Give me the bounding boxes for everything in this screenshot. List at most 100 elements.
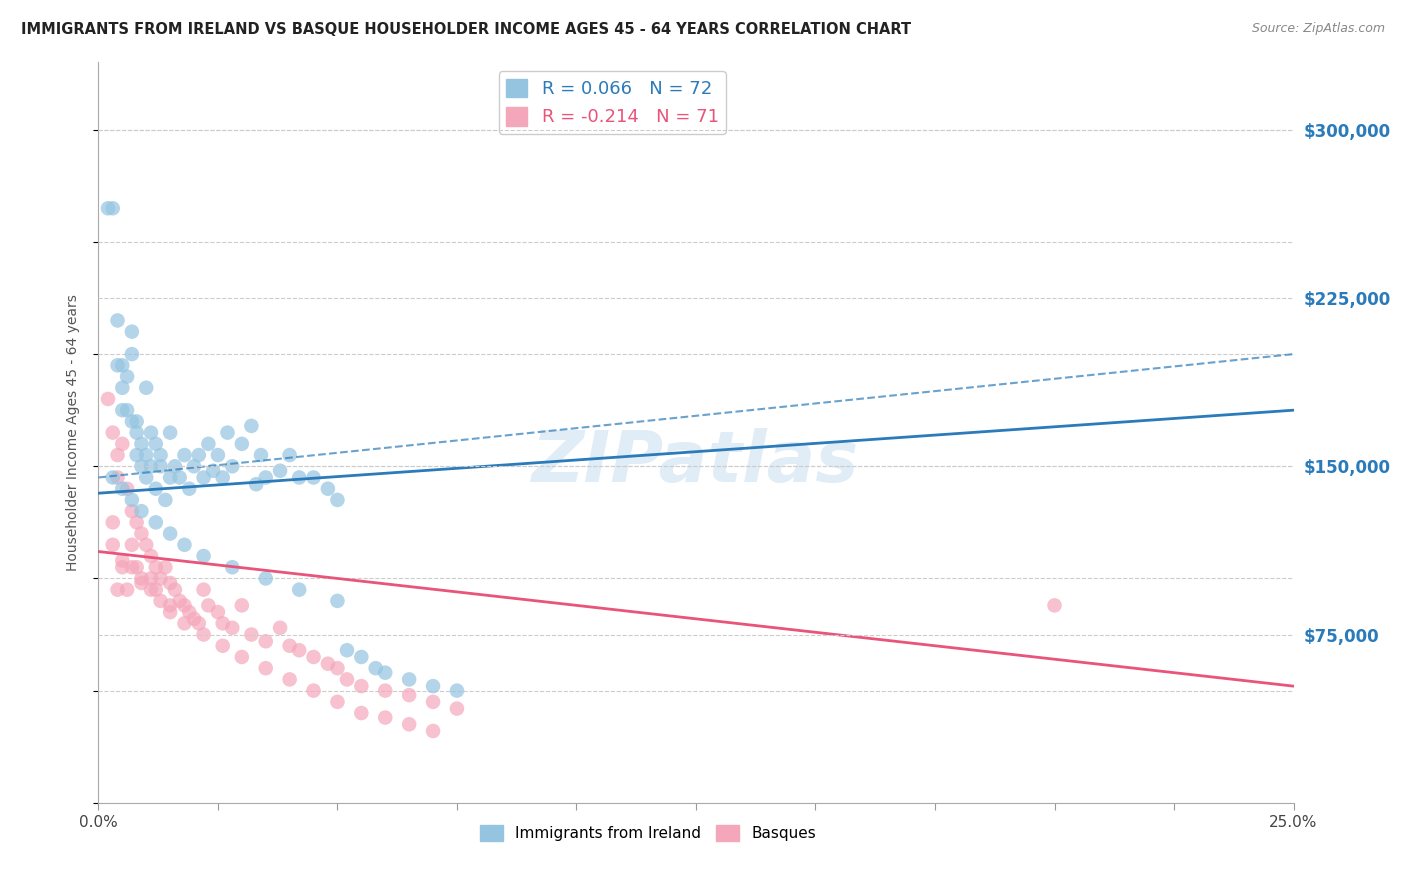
- Point: [135, 381, 157, 395]
- Point: [446, 683, 468, 698]
- Point: [364, 661, 387, 675]
- Point: [374, 665, 396, 680]
- Point: [422, 695, 444, 709]
- Point: [278, 448, 301, 462]
- Point: [211, 470, 233, 484]
- Point: [111, 482, 134, 496]
- Point: [169, 594, 191, 608]
- Point: [107, 582, 129, 597]
- Point: [131, 571, 153, 585]
- Point: [111, 437, 134, 451]
- Point: [121, 504, 143, 518]
- Point: [149, 571, 172, 585]
- Point: [101, 201, 124, 215]
- Point: [107, 470, 129, 484]
- Point: [173, 538, 195, 552]
- Point: [131, 459, 153, 474]
- Point: [254, 634, 277, 648]
- Point: [149, 594, 172, 608]
- Point: [149, 448, 172, 462]
- Point: [111, 359, 134, 373]
- Point: [173, 448, 195, 462]
- Point: [197, 437, 219, 451]
- Point: [101, 516, 124, 530]
- Point: [254, 470, 277, 484]
- Point: [398, 673, 420, 687]
- Point: [125, 448, 148, 462]
- Point: [350, 650, 373, 665]
- Point: [163, 582, 186, 597]
- Point: [135, 538, 157, 552]
- Point: [107, 313, 129, 327]
- Point: [202, 464, 225, 478]
- Point: [240, 418, 263, 433]
- Point: [107, 359, 129, 373]
- Point: [97, 201, 120, 215]
- Point: [254, 661, 277, 675]
- Point: [446, 701, 468, 715]
- Text: Source: ZipAtlas.com: Source: ZipAtlas.com: [1251, 22, 1385, 36]
- Point: [193, 582, 215, 597]
- Point: [374, 710, 396, 724]
- Point: [145, 482, 167, 496]
- Point: [139, 549, 162, 563]
- Point: [149, 459, 172, 474]
- Point: [173, 599, 195, 613]
- Point: [111, 403, 134, 417]
- Point: [221, 621, 243, 635]
- Point: [159, 576, 181, 591]
- Point: [231, 599, 253, 613]
- Point: [336, 673, 359, 687]
- Point: [1043, 599, 1066, 613]
- Point: [121, 325, 143, 339]
- Point: [187, 616, 209, 631]
- Point: [193, 549, 215, 563]
- Point: [211, 639, 233, 653]
- Point: [288, 470, 311, 484]
- Point: [115, 369, 138, 384]
- Point: [111, 381, 134, 395]
- Point: [336, 643, 359, 657]
- Point: [193, 470, 215, 484]
- Point: [163, 459, 186, 474]
- Point: [302, 683, 325, 698]
- Point: [121, 492, 143, 507]
- Point: [131, 526, 153, 541]
- Point: [183, 612, 205, 626]
- Point: [326, 594, 349, 608]
- Point: [155, 560, 177, 574]
- Point: [125, 425, 148, 440]
- Point: [326, 695, 349, 709]
- Point: [115, 403, 138, 417]
- Point: [187, 448, 209, 462]
- Point: [398, 688, 420, 702]
- Point: [179, 605, 201, 619]
- Point: [125, 516, 148, 530]
- Point: [422, 724, 444, 739]
- Point: [139, 582, 162, 597]
- Point: [217, 425, 239, 440]
- Point: [302, 470, 325, 484]
- Point: [197, 599, 219, 613]
- Point: [254, 571, 277, 585]
- Point: [121, 538, 143, 552]
- Point: [131, 504, 153, 518]
- Point: [269, 621, 291, 635]
- Point: [326, 661, 349, 675]
- Point: [139, 425, 162, 440]
- Point: [169, 470, 191, 484]
- Point: [207, 605, 229, 619]
- Point: [139, 571, 162, 585]
- Point: [155, 492, 177, 507]
- Point: [159, 470, 181, 484]
- Point: [139, 459, 162, 474]
- Point: [145, 437, 167, 451]
- Point: [302, 650, 325, 665]
- Point: [316, 482, 339, 496]
- Point: [159, 605, 181, 619]
- Point: [350, 679, 373, 693]
- Point: [207, 448, 229, 462]
- Point: [231, 437, 253, 451]
- Point: [125, 414, 148, 428]
- Point: [115, 482, 138, 496]
